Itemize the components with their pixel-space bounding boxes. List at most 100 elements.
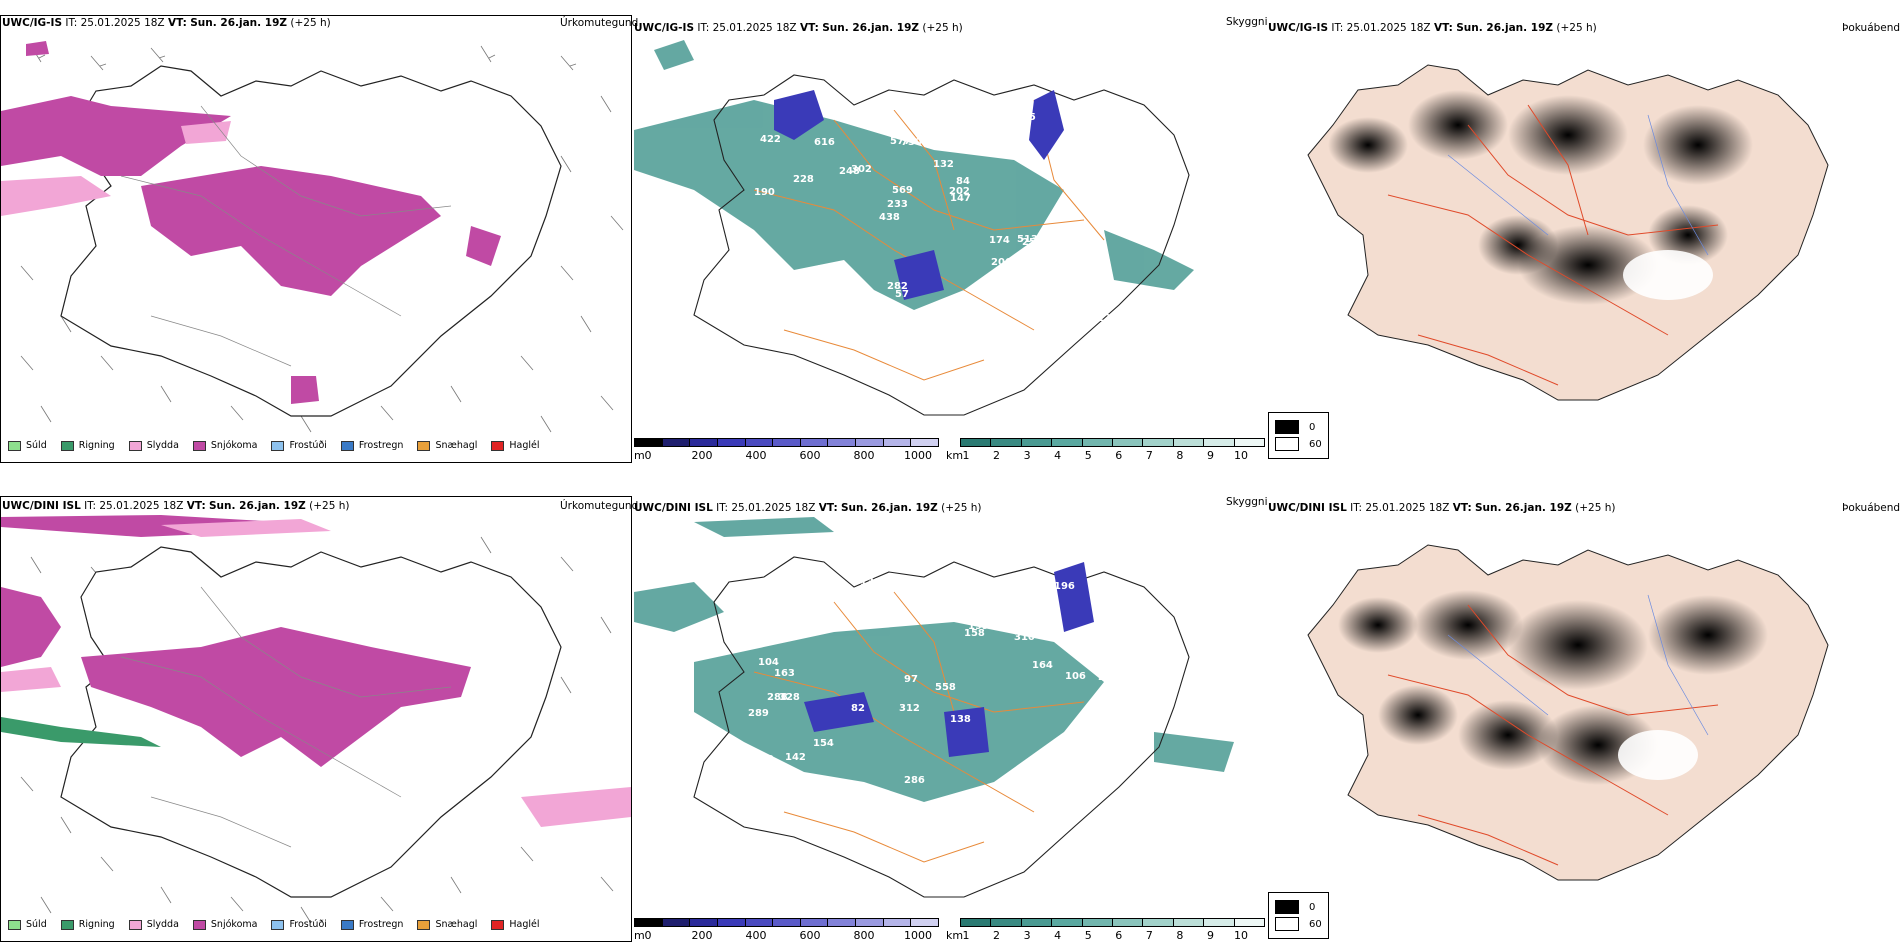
ceiling-value: 282 <box>887 281 908 292</box>
colorbar-tick: 2 <box>993 929 1001 942</box>
colorbar-tick: 200 <box>691 449 713 462</box>
colorbar-tick: 1 <box>962 449 970 462</box>
ceiling-value: 221 <box>1097 313 1118 324</box>
ceiling-value: 187 <box>892 102 913 113</box>
colorbar-tick: 1000 <box>904 929 932 942</box>
fog-light-areas <box>1623 250 1713 300</box>
ceiling-value: 84 <box>741 318 755 329</box>
colorbar-segment <box>1234 919 1265 926</box>
ceiling-value: 276 <box>746 613 767 624</box>
colorbar-segment <box>883 439 912 446</box>
ceiling-value: 189 <box>1079 143 1100 154</box>
ceiling-value: 286 <box>904 775 925 786</box>
ceiling-value: 196 <box>1054 581 1075 592</box>
ceiling-value: 250 <box>1022 237 1043 248</box>
ceiling-value: 139 <box>860 577 881 588</box>
ceiling-value: 147 <box>950 193 971 204</box>
ceiling-value: 231 <box>985 147 1006 158</box>
vt-label: VT: <box>167 17 187 29</box>
visibility-areas <box>634 40 1194 310</box>
visibility-colorbar-1 <box>960 438 1265 447</box>
colorbar-segment <box>911 919 939 926</box>
ceiling-value: 310 <box>1014 632 1035 643</box>
colorbar-tick: 5 <box>1084 929 1092 942</box>
colorbar-tick: 6 <box>1115 449 1123 462</box>
snow-areas <box>1 41 501 404</box>
ceiling-value: 744 <box>1132 674 1153 685</box>
cloud-map-2 <box>1307 544 1829 881</box>
colorbar-tick: 8 <box>1176 929 1184 942</box>
ceiling-value: 365 <box>803 292 824 303</box>
colorbar-segment <box>1052 439 1083 446</box>
legend-swatch <box>8 440 21 451</box>
ceiling-value: 121 <box>736 302 757 313</box>
colorbar-segment <box>1113 439 1144 446</box>
fog-light-areas <box>1618 730 1698 780</box>
ceiling-value: 200 <box>753 754 774 765</box>
ceiling-value: 312 <box>899 703 920 714</box>
ceiling-value: 97 <box>904 674 918 685</box>
ceiling-value: 343 <box>1133 117 1154 128</box>
colorbar-segment <box>1052 919 1083 926</box>
model-name: UWC/IG-IS <box>2 17 63 29</box>
precip-legend-1: Súld Rigning Slydda Snjókoma Frostúði Fr… <box>8 440 554 451</box>
cloud-legend-2: 0 60 <box>1268 892 1329 939</box>
ceiling-map-2: 139 162 744 312 138 328 276 310 289 158 558 281 149 8… <box>634 517 1234 898</box>
ceiling-value: 302 <box>851 164 872 175</box>
legend-item-snaehagl: Snæhagl <box>417 440 477 451</box>
fog-dark-areas <box>1328 90 1753 305</box>
ceiling-unit: m <box>634 449 645 462</box>
roads <box>120 586 452 848</box>
colorbar-segment <box>856 919 884 926</box>
legend-swatch <box>128 440 142 451</box>
ceiling-value: 98 <box>1137 672 1151 683</box>
colorbar-segment <box>662 439 691 446</box>
colorbar-tick: 3 <box>1023 449 1031 462</box>
ceiling-value: 288 <box>767 692 788 703</box>
colorbar-segment <box>1204 439 1235 446</box>
visibility-areas <box>634 517 1234 802</box>
legend-item-slydda: Slydda <box>128 440 179 451</box>
ceiling-value: 558 <box>935 682 956 693</box>
ceiling-value: 164 <box>1032 660 1053 671</box>
legend-swatch <box>60 440 74 451</box>
ceiling-colorbar-1 <box>634 438 939 447</box>
colorbar-segment <box>800 919 829 926</box>
ceiling-value: 233 <box>887 199 908 210</box>
roads <box>120 105 452 367</box>
legend-item-snjokoma: Snjókoma <box>192 440 257 451</box>
ceiling-value: 198 <box>956 812 977 823</box>
roads <box>1387 104 1719 386</box>
colorbar-segment <box>1173 439 1205 446</box>
colorbar-tick: 400 <box>745 929 767 942</box>
colorbar-tick: 800 <box>853 929 875 942</box>
colorbar-segment <box>1204 919 1235 926</box>
cloud-panel-title: UWC/IG-IS IT: 25.01.2025 18Z VT: Sun. 26… <box>1268 22 1597 34</box>
roads <box>753 591 1085 863</box>
colorbar-tick: 4 <box>1054 929 1062 942</box>
colorbar-segment <box>1113 919 1144 926</box>
ceiling-panel-title: UWC/DINI ISL IT: 25.01.2025 18Z VT: Sun.… <box>634 502 982 514</box>
rivers <box>1447 114 1709 256</box>
colorbar-segment <box>856 439 884 446</box>
ceiling-value: 228 <box>793 174 814 185</box>
ceiling-value: 158 <box>964 628 985 639</box>
ceiling-value: 110 <box>1092 286 1113 297</box>
colorbar-segment <box>1234 439 1265 446</box>
ceiling-value: 569 <box>892 185 913 196</box>
ceiling-values: 221 190 229 438 231 230 577 132 141 302 121 365 730 8… <box>736 102 1164 337</box>
precip-legend-2: Súld Rigning Slydda Snjókoma Frostúði Fr… <box>8 919 554 930</box>
ceiling-value: 124 <box>1104 158 1125 169</box>
ceiling-value: 185 <box>966 811 987 822</box>
colorbar-tick: 10 <box>1234 929 1248 942</box>
vt-value: Sun. 26.jan. 19Z <box>190 17 288 29</box>
ceiling-value: 248 <box>839 166 860 177</box>
colorbar-segment <box>745 439 774 446</box>
legend-swatch <box>192 440 206 451</box>
ceiling-value: 647 <box>1064 312 1085 323</box>
colorbar-segment <box>1021 919 1053 926</box>
ceiling-value: 577 <box>890 136 911 147</box>
ceiling-value: 138 <box>950 714 971 725</box>
ceiling-value: 84 <box>956 176 970 187</box>
colorbar-segment <box>1143 919 1174 926</box>
